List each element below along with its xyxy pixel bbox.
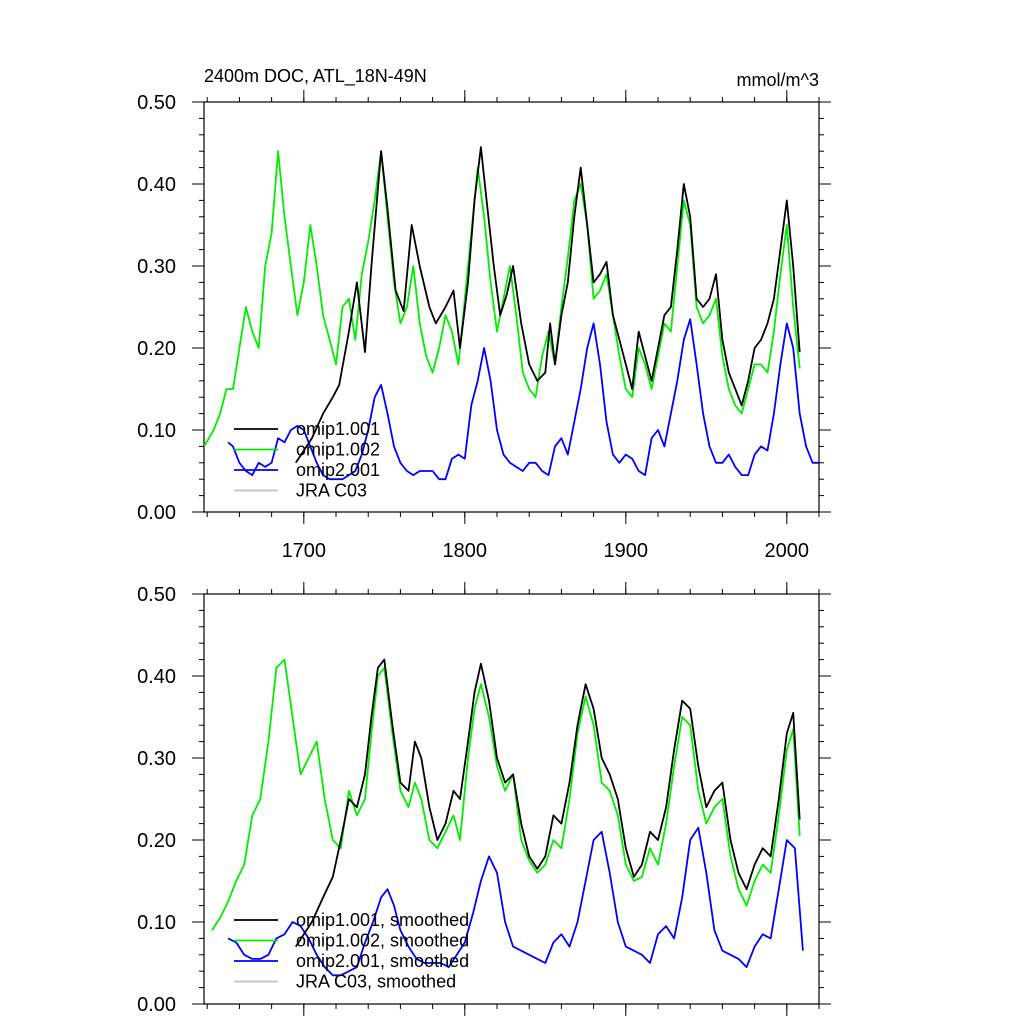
x-tick-label: 1800 [443, 540, 488, 562]
omip1-002-smoothed-line [211, 658, 801, 931]
omip1-001-smoothed-line [295, 658, 801, 948]
legend-label: omip1.002, smoothed [296, 931, 469, 951]
y-tick-label: 0.40 [137, 666, 176, 688]
y-tick-label: 0.10 [137, 420, 176, 442]
legend-label: omip2.001 [296, 460, 380, 480]
x-tick-label: 1900 [604, 540, 649, 562]
omip2-001-line [227, 318, 819, 481]
y-tick-label: 0.40 [137, 174, 176, 196]
units-label: mmol/m^3 [737, 70, 819, 90]
legend-label: JRA C03, smoothed [296, 972, 456, 992]
y-tick-label: 0.50 [137, 92, 176, 114]
chart-title: 2400m DOC, ATL_18N-49N [204, 66, 427, 87]
y-tick-label: 0.10 [137, 912, 176, 934]
x-tick-label: 2000 [765, 540, 810, 562]
legend-label: omip1.001 [296, 419, 380, 439]
legend-label: omip1.001, smoothed [296, 910, 469, 930]
omip1-001-line [295, 146, 801, 464]
legend-label: omip1.002 [296, 440, 380, 460]
plot-frame [203, 593, 820, 1005]
y-tick-label: 0.00 [137, 502, 176, 524]
y-tick-label: 0.30 [137, 748, 176, 770]
omip2-001-smoothed-line [227, 826, 804, 977]
y-tick-label: 0.50 [137, 584, 176, 606]
bottom-panel: 0.00 0.10 0.20 0.30 0.40 0.50 omip1.001, smoot… [137, 582, 831, 1016]
y-tick-label: 0.20 [137, 338, 176, 360]
x-tick-label: 1700 [282, 540, 327, 562]
top-panel: 1700 1800 1900 2000 0.00 0.10 0.20 0.30 0.40 0.50… [137, 90, 831, 562]
y-tick-label: 0.20 [137, 830, 176, 852]
legend-label: JRA C03 [296, 481, 367, 501]
y-tick-label: 0.00 [137, 994, 176, 1016]
plot-frame [203, 101, 820, 513]
omip1-002-line [204, 150, 801, 447]
legend-label: omip2.001, smoothed [296, 951, 469, 971]
y-tick-label: 0.30 [137, 256, 176, 278]
